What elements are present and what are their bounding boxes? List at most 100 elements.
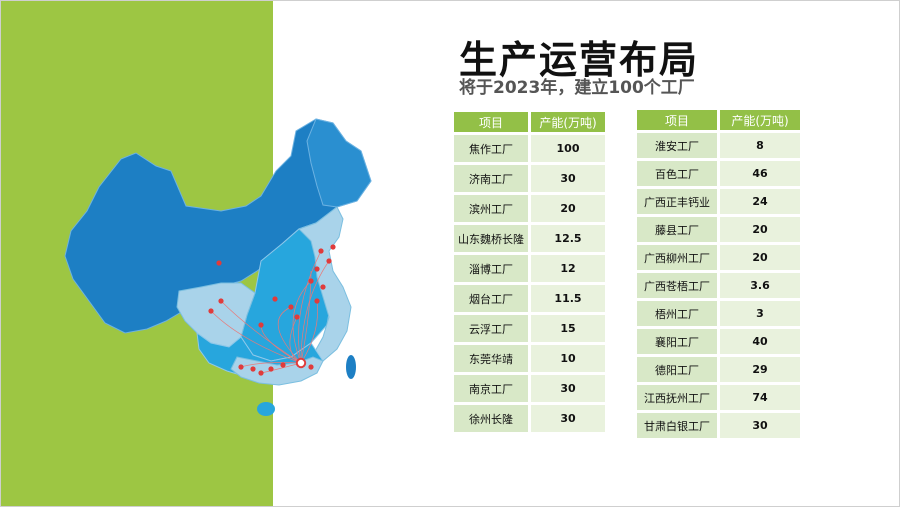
column-header-item: 项目	[637, 110, 720, 130]
location-pin-icon	[314, 298, 320, 304]
cell-capacity: 12.5	[531, 225, 605, 252]
location-pin-icon	[318, 248, 324, 254]
cell-item: 烟台工厂	[454, 285, 531, 312]
cell-capacity: 11.5	[531, 285, 605, 312]
cell-item: 甘肃白银工厂	[637, 413, 720, 438]
table-row: 徐州长隆 30	[454, 405, 605, 432]
cell-capacity: 30	[531, 165, 605, 192]
china-map-svg	[64, 118, 372, 416]
cell-item: 襄阳工厂	[637, 329, 720, 354]
cell-capacity: 74	[720, 385, 800, 410]
table-row: 济南工厂 30	[454, 165, 605, 192]
table-row: 广西苍梧工厂 3.6	[637, 273, 800, 298]
cell-capacity: 3.6	[720, 273, 800, 298]
cell-item: 东莞华靖	[454, 345, 531, 372]
table-row: 淮安工厂 8	[637, 133, 800, 158]
cell-item: 焦作工厂	[454, 135, 531, 162]
cell-item: 德阳工厂	[637, 357, 720, 382]
table-row: 山东魏桥长隆 12.5	[454, 225, 605, 252]
table-row: 德阳工厂 29	[637, 357, 800, 382]
table-row: 烟台工厂 11.5	[454, 285, 605, 312]
cell-capacity: 100	[531, 135, 605, 162]
cell-item: 云浮工厂	[454, 315, 531, 342]
cell-capacity: 8	[720, 133, 800, 158]
table-row: 焦作工厂 100	[454, 135, 605, 162]
location-pin-icon	[280, 362, 286, 368]
cell-item: 江西抚州工厂	[637, 385, 720, 410]
cell-item: 山东魏桥长隆	[454, 225, 531, 252]
table-row: 藤县工厂 20	[637, 217, 800, 242]
table-row: 广西正丰钙业 24	[637, 189, 800, 214]
location-pin-icon	[320, 284, 326, 290]
cell-capacity: 46	[720, 161, 800, 186]
china-map-illustration	[61, 111, 381, 431]
location-pin-icon	[268, 366, 274, 372]
map-island-taiwan	[346, 355, 356, 379]
location-pin-icon	[218, 298, 224, 304]
location-pin-icon	[250, 366, 256, 372]
cell-capacity: 30	[720, 413, 800, 438]
table-row: 江西抚州工厂 74	[637, 385, 800, 410]
location-pin-icon	[258, 322, 264, 328]
column-header-capacity: 产能(万吨)	[720, 110, 800, 130]
location-pin-icon	[288, 304, 294, 310]
cell-item: 梧州工厂	[637, 301, 720, 326]
cell-capacity: 40	[720, 329, 800, 354]
capacity-table-left: 项目 产能(万吨) 焦作工厂 100 济南工厂 30 滨州工厂 20 山东魏桥长隆 12…	[454, 109, 605, 435]
table-row: 百色工厂 46	[637, 161, 800, 186]
table-row: 淄博工厂 12	[454, 255, 605, 282]
page-subtitle: 将于2023年，建立100个工厂	[459, 78, 695, 98]
cell-item: 济南工厂	[454, 165, 531, 192]
table-row: 广西柳州工厂 20	[637, 245, 800, 270]
page-title: 生产运营布局	[459, 38, 700, 82]
cell-item: 广西苍梧工厂	[637, 273, 720, 298]
table-header-row: 项目 产能(万吨)	[454, 112, 605, 132]
location-pin-icon	[308, 278, 314, 284]
cell-capacity: 20	[720, 217, 800, 242]
location-pin-icon	[272, 296, 278, 302]
location-pin-icon	[294, 314, 300, 320]
location-pin-icon	[314, 266, 320, 272]
cell-capacity: 20	[720, 245, 800, 270]
table-row: 滨州工厂 20	[454, 195, 605, 222]
location-pin-icon	[216, 260, 222, 266]
cell-capacity: 15	[531, 315, 605, 342]
column-header-item: 项目	[454, 112, 531, 132]
cell-item: 藤县工厂	[637, 217, 720, 242]
capacity-table-right: 项目 产能(万吨) 淮安工厂 8 百色工厂 46 广西正丰钙业 24 藤县工厂 20 广…	[637, 107, 800, 441]
cell-capacity: 12	[531, 255, 605, 282]
cell-capacity: 30	[531, 405, 605, 432]
location-pin-icon	[238, 364, 244, 370]
table-row: 南京工厂 30	[454, 375, 605, 402]
map-region-north-east	[306, 118, 372, 208]
table-row: 云浮工厂 15	[454, 315, 605, 342]
cell-item: 广西正丰钙业	[637, 189, 720, 214]
location-pin-icon	[326, 258, 332, 264]
hub-pin-icon	[295, 357, 307, 369]
location-pin-icon	[208, 308, 214, 314]
map-island-hainan	[257, 402, 275, 416]
cell-capacity: 24	[720, 189, 800, 214]
location-pin-icon	[308, 364, 314, 370]
table-row: 东莞华靖 10	[454, 345, 605, 372]
cell-item: 广西柳州工厂	[637, 245, 720, 270]
cell-capacity: 20	[531, 195, 605, 222]
table-row: 襄阳工厂 40	[637, 329, 800, 354]
cell-item: 徐州长隆	[454, 405, 531, 432]
table-row: 梧州工厂 3	[637, 301, 800, 326]
table-row: 甘肃白银工厂 30	[637, 413, 800, 438]
cell-item: 百色工厂	[637, 161, 720, 186]
factory-markers	[208, 244, 336, 376]
cell-item: 南京工厂	[454, 375, 531, 402]
location-pin-icon	[330, 244, 336, 250]
column-header-capacity: 产能(万吨)	[531, 112, 605, 132]
cell-capacity: 29	[720, 357, 800, 382]
cell-capacity: 30	[531, 375, 605, 402]
table-header-row: 项目 产能(万吨)	[637, 110, 800, 130]
cell-capacity: 10	[531, 345, 605, 372]
cell-item: 滨州工厂	[454, 195, 531, 222]
location-pin-icon	[258, 370, 264, 376]
cell-item: 淮安工厂	[637, 133, 720, 158]
cell-item: 淄博工厂	[454, 255, 531, 282]
